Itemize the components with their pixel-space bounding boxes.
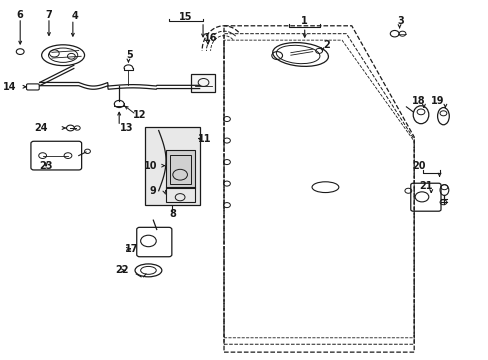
Text: 22: 22	[115, 265, 128, 275]
Text: 10: 10	[144, 161, 157, 171]
Text: 1: 1	[301, 16, 307, 26]
Bar	[145, 127, 199, 205]
Text: 14: 14	[3, 82, 16, 92]
Text: 24: 24	[34, 123, 48, 133]
Text: 4: 4	[72, 12, 79, 22]
Text: 2: 2	[323, 40, 329, 50]
Bar	[170, 155, 190, 184]
Text: 16: 16	[203, 33, 217, 43]
Text: 13: 13	[120, 123, 133, 133]
Text: 23: 23	[39, 161, 53, 171]
Text: 15: 15	[179, 12, 192, 22]
Bar	[190, 74, 215, 92]
Text: 18: 18	[411, 96, 425, 106]
Text: 8: 8	[168, 209, 175, 219]
Text: 5: 5	[126, 50, 133, 60]
Text: 17: 17	[124, 244, 138, 254]
Bar	[165, 187, 194, 202]
Text: 11: 11	[197, 135, 211, 144]
Bar	[165, 150, 194, 188]
Text: 12: 12	[133, 110, 146, 120]
Text: 21: 21	[418, 181, 432, 191]
Text: 6: 6	[17, 10, 23, 20]
Text: 3: 3	[396, 17, 403, 27]
Text: 19: 19	[430, 96, 444, 106]
Text: 7: 7	[45, 10, 52, 20]
Text: 9: 9	[149, 186, 156, 196]
Text: 20: 20	[411, 161, 425, 171]
